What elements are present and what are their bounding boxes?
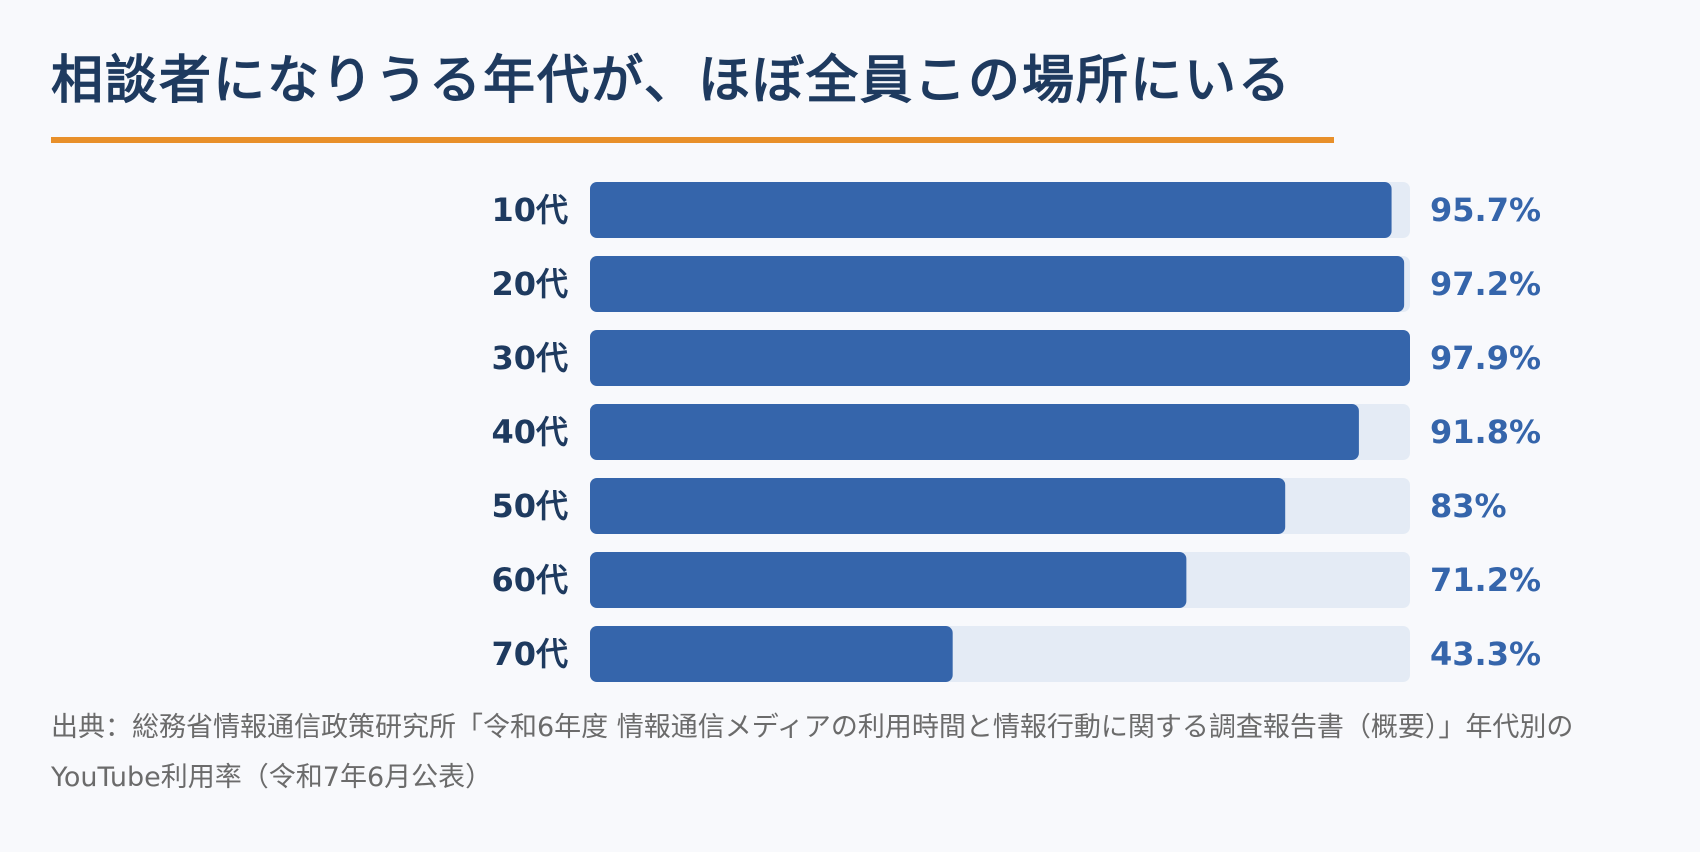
value-label: 83% bbox=[1430, 487, 1507, 525]
category-label: 20代 bbox=[491, 265, 568, 303]
bar bbox=[590, 626, 953, 682]
bar bbox=[590, 478, 1286, 534]
bar bbox=[590, 330, 1410, 386]
title-underline bbox=[51, 137, 1334, 143]
source-note: 出典：総務省情報通信政策研究所「令和6年度 情報通信メディアの利用時間と情報行動… bbox=[51, 712, 1574, 793]
bar bbox=[590, 404, 1359, 460]
value-label: 95.7% bbox=[1430, 191, 1541, 229]
category-label: 10代 bbox=[491, 191, 568, 229]
value-label: 97.2% bbox=[1430, 265, 1541, 303]
value-label: 43.3% bbox=[1430, 635, 1541, 673]
category-label: 40代 bbox=[491, 413, 568, 451]
category-label: 70代 bbox=[491, 635, 568, 673]
bar bbox=[590, 552, 1187, 608]
bar-chart: 10代 95.7% 20代 97.2% 30代 97.9% 40代 91.8% 50代 83% 60… bbox=[491, 182, 1541, 682]
bar bbox=[590, 256, 1405, 312]
value-label: 91.8% bbox=[1430, 413, 1541, 451]
chart-title: 相談者になりうる年代が、ほぼ全員この場所にいる bbox=[51, 51, 1292, 111]
category-label: 30代 bbox=[491, 339, 568, 377]
category-label: 50代 bbox=[491, 487, 568, 525]
value-label: 97.9% bbox=[1430, 339, 1541, 377]
value-label: 71.2% bbox=[1430, 561, 1541, 599]
bar bbox=[590, 182, 1392, 238]
category-label: 60代 bbox=[491, 561, 568, 599]
